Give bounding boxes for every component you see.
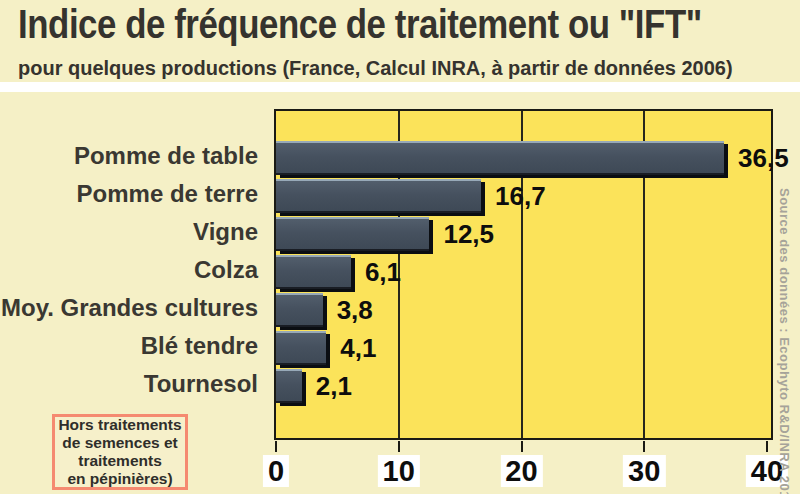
- note-line: Hors traitements: [55, 416, 185, 434]
- x-tick-label: 10: [378, 455, 420, 487]
- bar-row: 12,5: [276, 217, 771, 255]
- category-label: Moy. Grandes cultures: [0, 291, 258, 329]
- note-line: traitements: [55, 452, 185, 470]
- separator-band: [0, 82, 800, 92]
- category-label: Pomme de table: [0, 139, 258, 177]
- bar-value-label: 4,1: [340, 331, 376, 365]
- x-tick: [521, 441, 523, 452]
- plot-area: 36,516,712,5 6,1 3,8 4,1 2,1: [274, 109, 773, 440]
- bar-value-label: 2,1: [316, 369, 352, 403]
- source-attribution: Source des données : Ecophyto R&D/INRA 2…: [777, 188, 792, 458]
- bar-value-label: 3,8: [337, 293, 373, 327]
- bar-Pomme de terre: [276, 179, 481, 213]
- x-tick: [275, 441, 277, 452]
- page-subtitle: pour quelques productions (France, Calcu…: [18, 57, 733, 80]
- bar-Moy. Grandes cultures: [276, 293, 323, 327]
- x-tick-label: 20: [500, 455, 542, 487]
- category-label: Pomme de terre: [0, 177, 258, 215]
- bar-row: 4,1: [276, 331, 771, 369]
- x-tick: [398, 441, 400, 452]
- page-title: Indice de fréquence de traitement ou "IF…: [18, 2, 702, 47]
- x-tick-label: 30: [623, 455, 665, 487]
- bar-Blé tendre: [276, 331, 326, 365]
- bar-Tournesol: [276, 369, 302, 403]
- bar-Vigne: [276, 217, 429, 251]
- category-label: Blé tendre: [0, 329, 258, 367]
- note-line: en pépinières): [55, 470, 185, 488]
- bar-row: 16,7: [276, 179, 771, 217]
- x-tick-label: 0: [263, 455, 289, 487]
- category-label: Vigne: [0, 215, 258, 253]
- bar-Colza: [276, 255, 351, 289]
- bar-row: 36,5: [276, 141, 771, 179]
- bar-value-label: 16,7: [495, 179, 546, 213]
- note-box: Hors traitementsde semences ettraitement…: [52, 414, 188, 490]
- bar-Pomme de table: [276, 141, 724, 175]
- bar-value-label: 12,5: [443, 217, 494, 251]
- category-axis-labels: Pomme de tablePomme de terreVigneColzaMo…: [0, 139, 258, 405]
- category-label: Tournesol: [0, 367, 258, 405]
- x-tick: [766, 441, 768, 452]
- bar-value-label: 6,1: [365, 255, 401, 289]
- x-tick: [643, 441, 645, 452]
- bar-row: 3,8: [276, 293, 771, 331]
- bar-value-label: 36,5: [738, 141, 789, 175]
- note-line: de semences et: [55, 434, 185, 452]
- bar-row: 2,1: [276, 369, 771, 407]
- category-label: Colza: [0, 253, 258, 291]
- bar-row: 6,1: [276, 255, 771, 293]
- bars-container: 36,516,712,5 6,1 3,8 4,1 2,1: [276, 141, 771, 407]
